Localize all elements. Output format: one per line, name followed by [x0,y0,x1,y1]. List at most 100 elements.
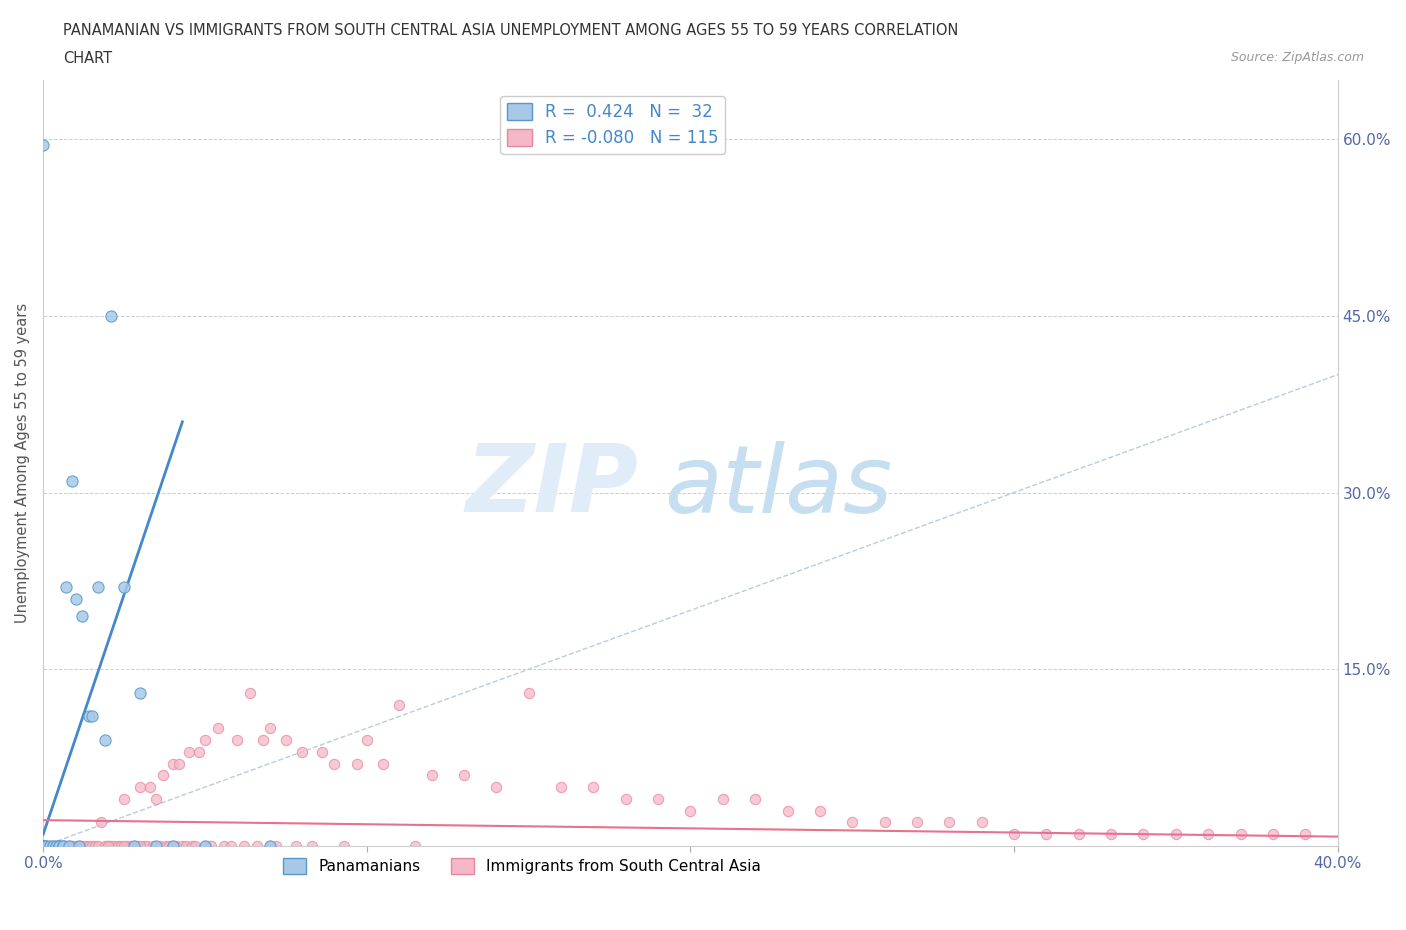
Point [129,779,152,794]
Point [291,744,314,759]
Point [65,839,87,854]
Point [32,839,55,854]
Point [117,839,139,854]
Point [226,733,249,748]
Point [80,839,103,854]
Point [259,839,281,854]
Point [65,591,87,606]
Point [356,733,378,748]
Text: atlas: atlas [665,441,893,532]
Point [32,138,55,153]
Point [77,839,100,854]
Point [162,756,184,771]
Point [1294,827,1316,842]
Point [97,839,120,854]
Point [58,839,80,854]
Point [614,791,637,806]
Point [162,839,184,854]
Point [107,839,129,854]
Point [32,839,55,854]
Point [67,839,90,854]
Point [905,815,928,830]
Point [274,733,297,748]
Point [58,839,80,854]
Point [517,685,540,700]
Point [232,839,254,854]
Point [55,579,77,594]
Point [162,839,184,854]
Point [485,779,508,794]
Point [744,791,766,806]
Point [1164,827,1187,842]
Point [48,839,70,854]
Point [75,839,97,854]
Point [70,609,93,624]
Point [110,839,132,854]
Point [145,791,167,806]
Point [284,839,307,854]
Point [32,839,55,854]
Point [184,839,207,854]
Point [1229,827,1251,842]
Point [259,721,281,736]
Point [1067,827,1090,842]
Point [48,839,70,854]
Point [112,839,135,854]
Point [87,579,110,594]
Point [808,804,831,818]
Point [1261,827,1284,842]
Point [38,839,60,854]
Point [194,839,217,854]
Point [60,839,83,854]
Point [120,839,142,854]
Point [388,698,411,712]
Point [70,839,93,854]
Point [165,839,187,854]
Point [90,815,112,830]
Point [404,839,426,854]
Point [239,685,262,700]
Point [87,839,110,854]
Point [52,839,75,854]
Point [647,791,669,806]
Point [776,804,799,818]
Point [38,839,60,854]
Point [219,839,242,854]
Point [187,744,209,759]
Point [32,839,55,854]
Point [93,839,115,854]
Point [323,756,346,771]
Point [84,839,107,854]
Point [174,839,197,854]
Point [60,839,83,854]
Point [52,839,75,854]
Point [149,839,172,854]
Point [157,839,180,854]
Point [259,839,281,854]
Text: Source: ZipAtlas.com: Source: ZipAtlas.com [1230,51,1364,64]
Point [55,839,77,854]
Point [938,815,960,830]
Point [67,839,90,854]
Point [346,756,368,771]
Point [139,779,162,794]
Point [1002,827,1025,842]
Point [125,839,148,854]
Point [420,768,443,783]
Point [214,839,236,854]
Text: ZIP: ZIP [465,440,638,532]
Point [177,744,200,759]
Point [35,839,58,854]
Point [100,309,122,324]
Point [194,839,217,854]
Point [80,709,103,724]
Point [145,839,167,854]
Point [181,839,204,854]
Point [45,839,67,854]
Point [167,756,190,771]
Point [200,839,222,854]
Point [32,839,55,854]
Text: PANAMANIAN VS IMMIGRANTS FROM SOUTH CENTRAL ASIA UNEMPLOYMENT AMONG AGES 55 TO 5: PANAMANIAN VS IMMIGRANTS FROM SOUTH CENT… [63,23,959,38]
Y-axis label: Unemployment Among Ages 55 to 59 years: Unemployment Among Ages 55 to 59 years [15,303,30,623]
Point [112,579,135,594]
